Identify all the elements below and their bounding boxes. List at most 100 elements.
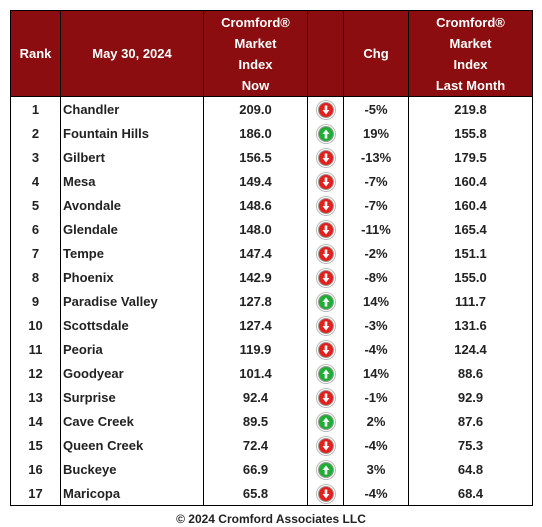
- trend-cell: [307, 121, 344, 145]
- city-cell: Buckeye: [60, 457, 204, 481]
- green-up-arrow-icon: [318, 462, 333, 477]
- trend-cell: [307, 145, 344, 169]
- city-cell: Glendale: [60, 217, 204, 241]
- rank-cell: 4: [10, 169, 61, 193]
- table-body: 1 Chandler 209.0 -5% 219.8 2 Fountain Hills 186…: [10, 96, 533, 506]
- trend-cell: [307, 481, 344, 506]
- header-trend: [307, 10, 344, 97]
- city-cell: Cave Creek: [60, 409, 204, 433]
- rank-cell: 10: [10, 313, 61, 337]
- header-last-line: Market: [449, 35, 492, 51]
- trend-cell: [307, 385, 344, 409]
- index-last-month-cell: 92.9: [408, 385, 533, 409]
- header-now-line: Now: [241, 77, 270, 93]
- index-now-cell: 127.4: [203, 313, 308, 337]
- index-now-cell: 89.5: [203, 409, 308, 433]
- trend-cell: [307, 217, 344, 241]
- table-row: 13 Surprise 92.4 -1% 92.9: [10, 385, 533, 409]
- index-last-month-cell: 87.6: [408, 409, 533, 433]
- index-last-month-cell: 165.4: [408, 217, 533, 241]
- trend-cell: [307, 241, 344, 265]
- table-row: 10 Scottsdale 127.4 -3% 131.6: [10, 313, 533, 337]
- rank-cell: 17: [10, 481, 61, 506]
- rank-cell: 2: [10, 121, 61, 145]
- header-now-line: Market: [234, 35, 277, 51]
- header-row: Rank May 30, 2024 Cromford® Market Index…: [10, 10, 533, 97]
- city-cell: Avondale: [60, 193, 204, 217]
- change-cell: -4%: [343, 337, 409, 361]
- trend-cell: [307, 313, 344, 337]
- index-now-cell: 72.4: [203, 433, 308, 457]
- city-cell: Phoenix: [60, 265, 204, 289]
- table-row: 7 Tempe 147.4 -2% 151.1: [10, 241, 533, 265]
- green-up-arrow-icon: [318, 126, 333, 141]
- change-cell: 14%: [343, 289, 409, 313]
- index-now-cell: 147.4: [203, 241, 308, 265]
- index-last-month-cell: 179.5: [408, 145, 533, 169]
- trend-cell: [307, 409, 344, 433]
- change-cell: 19%: [343, 121, 409, 145]
- red-down-arrow-icon: [318, 222, 333, 237]
- index-last-month-cell: 155.8: [408, 121, 533, 145]
- rank-cell: 7: [10, 241, 61, 265]
- market-index-table: Rank May 30, 2024 Cromford® Market Index…: [10, 10, 533, 506]
- red-down-arrow-icon: [318, 318, 333, 333]
- change-cell: -1%: [343, 385, 409, 409]
- index-now-cell: 65.8: [203, 481, 308, 506]
- index-now-cell: 101.4: [203, 361, 308, 385]
- trend-cell: [307, 337, 344, 361]
- city-cell: Queen Creek: [60, 433, 204, 457]
- city-cell: Gilbert: [60, 145, 204, 169]
- rank-cell: 9: [10, 289, 61, 313]
- index-last-month-cell: 151.1: [408, 241, 533, 265]
- red-down-arrow-icon: [318, 342, 333, 357]
- table-row: 3 Gilbert 156.5 -13% 179.5: [10, 145, 533, 169]
- index-last-month-cell: 124.4: [408, 337, 533, 361]
- rank-cell: 6: [10, 217, 61, 241]
- city-cell: Goodyear: [60, 361, 204, 385]
- index-last-month-cell: 68.4: [408, 481, 533, 506]
- table-row: 11 Peoria 119.9 -4% 124.4: [10, 337, 533, 361]
- header-index-last-month: Cromford® Market Index Last Month: [408, 10, 533, 97]
- red-down-arrow-icon: [318, 246, 333, 261]
- rank-cell: 15: [10, 433, 61, 457]
- index-last-month-cell: 88.6: [408, 361, 533, 385]
- city-cell: Surprise: [60, 385, 204, 409]
- city-cell: Peoria: [60, 337, 204, 361]
- change-cell: -4%: [343, 481, 409, 506]
- change-cell: 2%: [343, 409, 409, 433]
- red-down-arrow-icon: [318, 102, 333, 117]
- header-rank: Rank: [10, 10, 61, 97]
- city-cell: Scottsdale: [60, 313, 204, 337]
- green-up-arrow-icon: [318, 294, 333, 309]
- table-row: 4 Mesa 149.4 -7% 160.4: [10, 169, 533, 193]
- city-cell: Fountain Hills: [60, 121, 204, 145]
- rank-cell: 12: [10, 361, 61, 385]
- city-cell: Chandler: [60, 96, 204, 121]
- city-cell: Tempe: [60, 241, 204, 265]
- table-row: 15 Queen Creek 72.4 -4% 75.3: [10, 433, 533, 457]
- red-down-arrow-icon: [318, 198, 333, 213]
- change-cell: -11%: [343, 217, 409, 241]
- change-cell: -13%: [343, 145, 409, 169]
- header-last-line: Index: [453, 56, 488, 72]
- header-last-line: Last Month: [435, 77, 506, 93]
- green-up-arrow-icon: [318, 366, 333, 381]
- red-down-arrow-icon: [318, 174, 333, 189]
- header-last-line: Cromford®: [436, 14, 505, 30]
- table-row: 16 Buckeye 66.9 3% 64.8: [10, 457, 533, 481]
- index-last-month-cell: 160.4: [408, 169, 533, 193]
- index-last-month-cell: 111.7: [408, 289, 533, 313]
- index-last-month-cell: 219.8: [408, 96, 533, 121]
- table-row: 9 Paradise Valley 127.8 14% 111.7: [10, 289, 533, 313]
- change-cell: -7%: [343, 193, 409, 217]
- index-now-cell: 127.8: [203, 289, 308, 313]
- header-now-line: Index: [238, 56, 273, 72]
- header-change: Chg: [343, 10, 409, 97]
- table-row: 6 Glendale 148.0 -11% 165.4: [10, 217, 533, 241]
- change-cell: -5%: [343, 96, 409, 121]
- rank-cell: 1: [10, 96, 61, 121]
- change-cell: -2%: [343, 241, 409, 265]
- index-last-month-cell: 75.3: [408, 433, 533, 457]
